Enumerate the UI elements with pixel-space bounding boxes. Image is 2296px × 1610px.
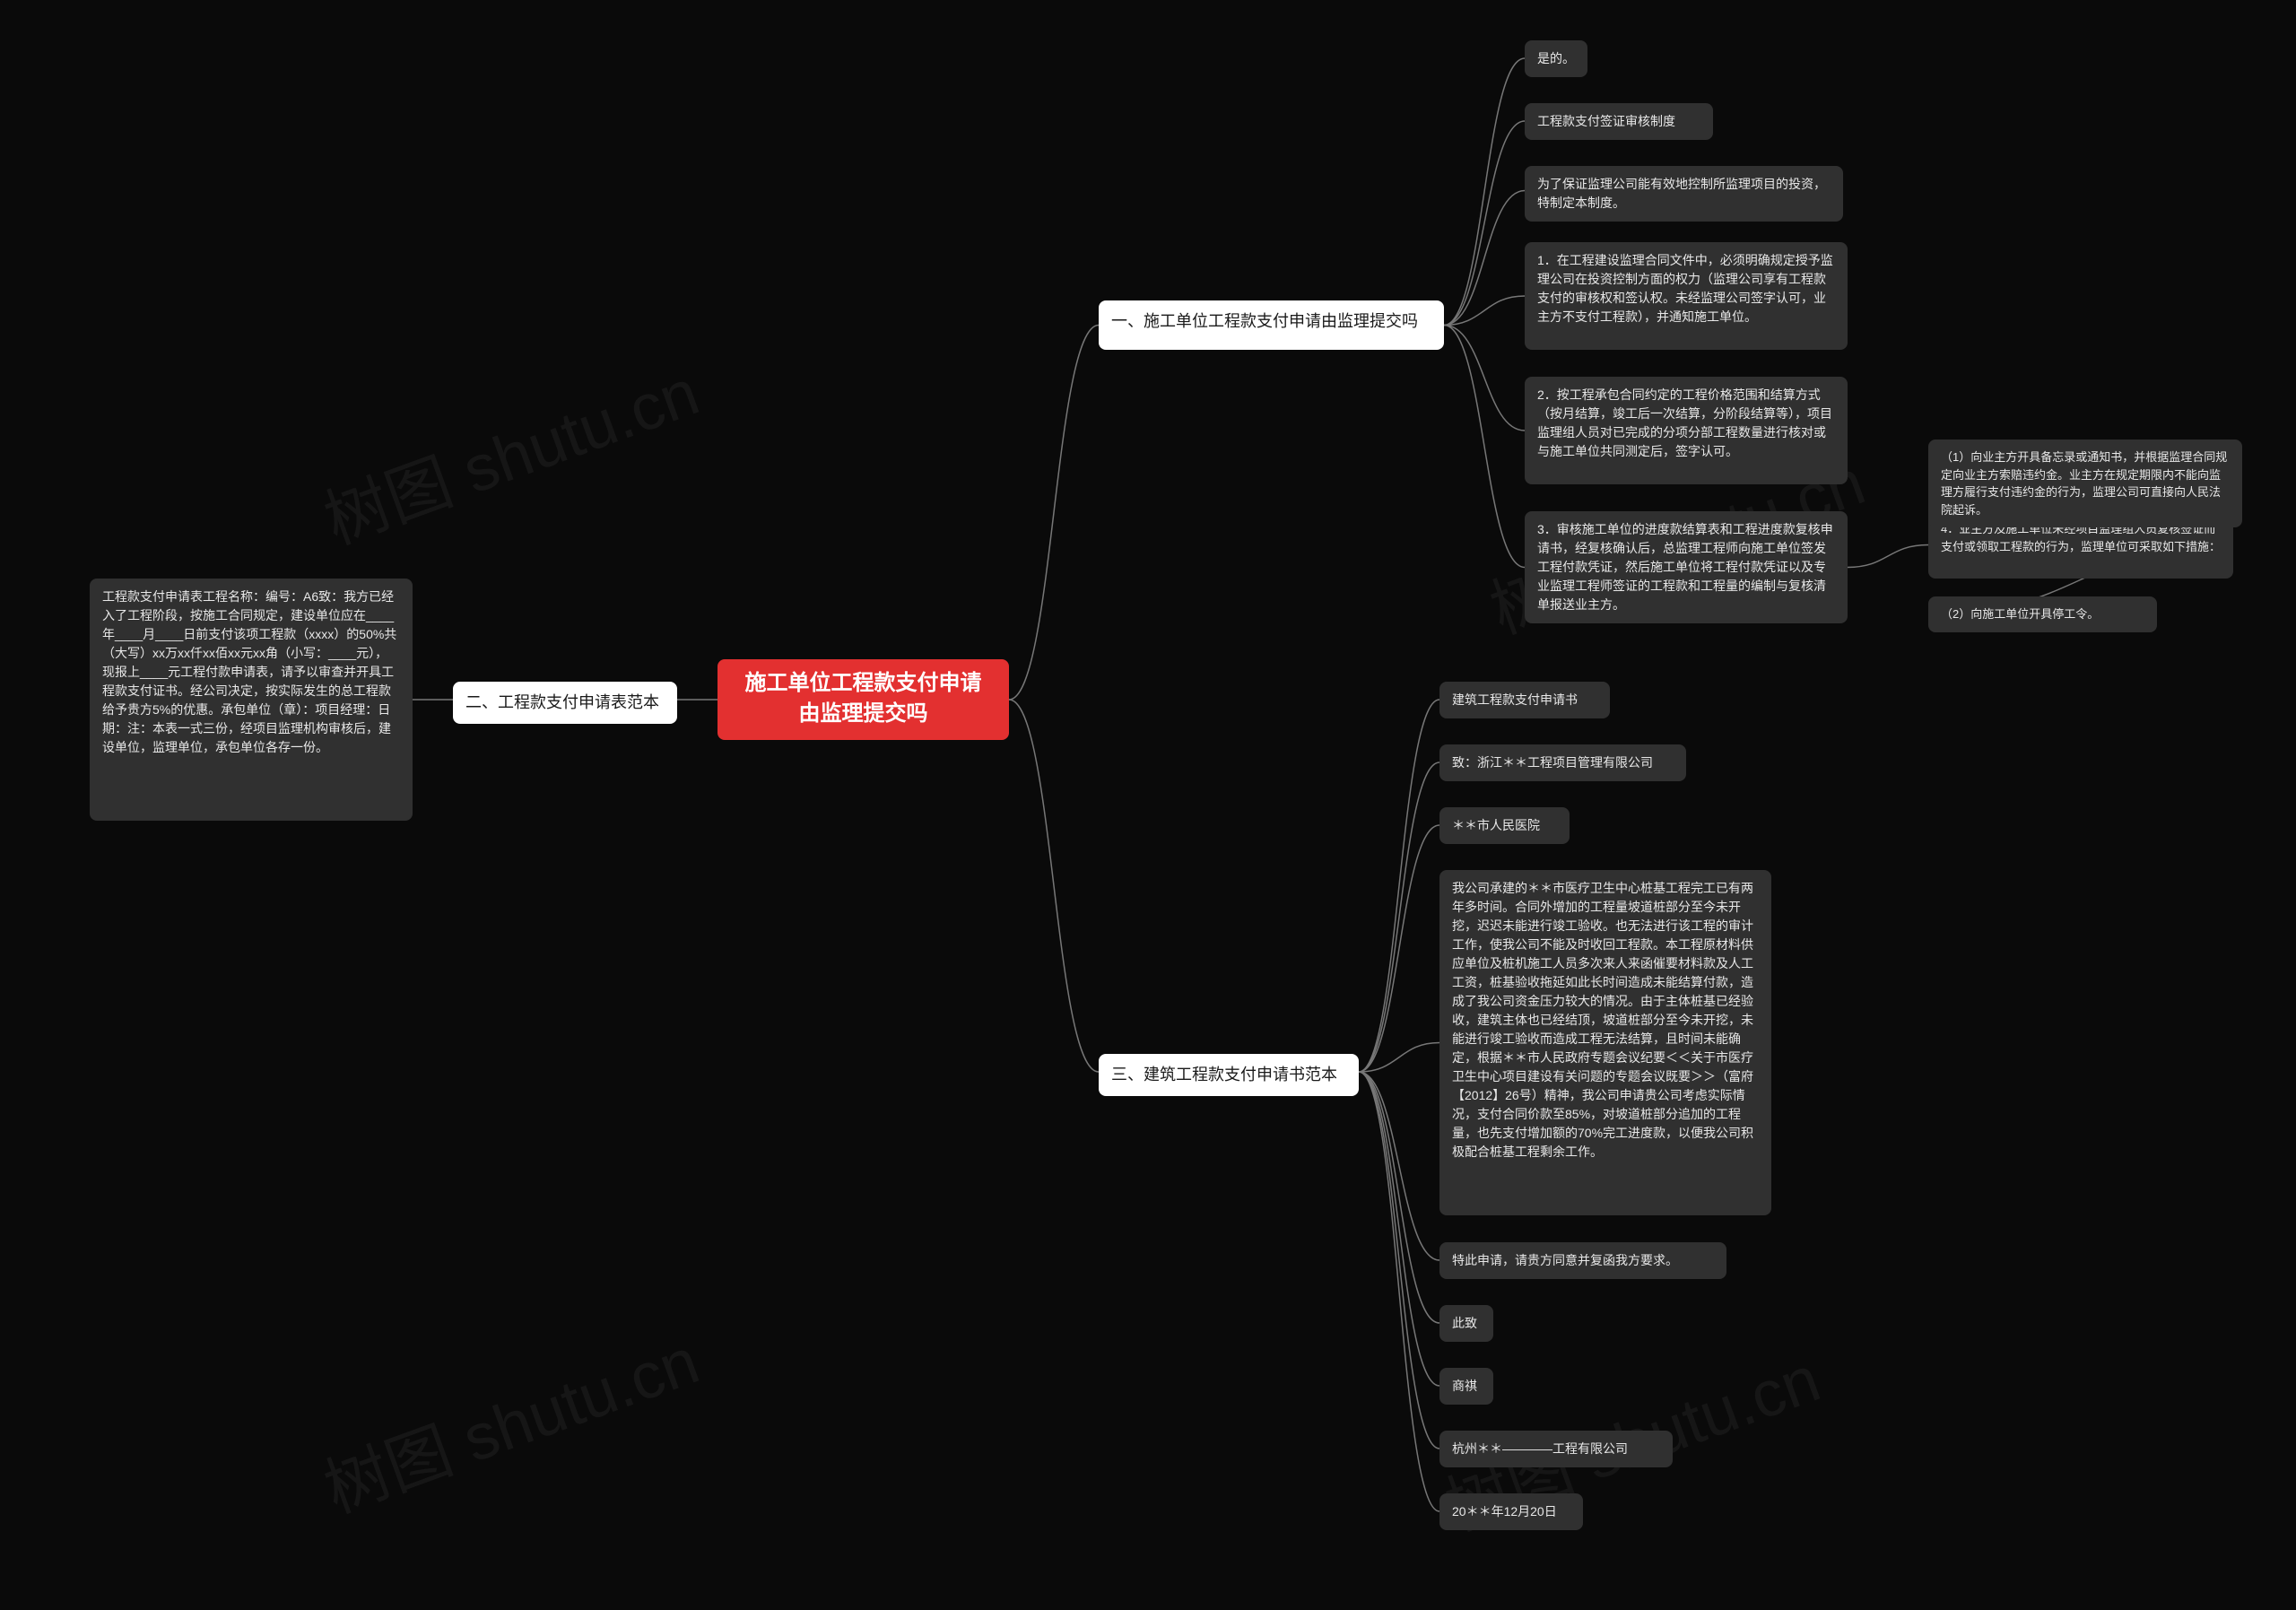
leaf-node[interactable]: 为了保证监理公司能有效地控制所监理项目的投资，特制定本制度。 [1525, 166, 1843, 222]
watermark-text: 树图 shutu.cn [309, 1309, 709, 1531]
leaf-node[interactable]: 20＊＊年12月20日 [1439, 1493, 1583, 1530]
mindmap-canvas: 树图 shutu.cn树图 shutu.cn树图 shutu.cn树图 shut… [0, 0, 2296, 1610]
watermark-text: 树图 shutu.cn [309, 340, 709, 562]
leaf-node[interactable]: （2）向施工单位开具停工令。 [1928, 596, 2157, 632]
leaf-node[interactable]: 杭州＊＊————工程有限公司 [1439, 1431, 1673, 1467]
leaf-node[interactable]: 此致 [1439, 1305, 1493, 1342]
leaf-node[interactable]: 我公司承建的＊＊市医疗卫生中心桩基工程完工已有两年多时间。合同外增加的工程量坡道… [1439, 870, 1771, 1215]
leaf-node[interactable]: 是的。 [1525, 40, 1587, 77]
leaf-node[interactable]: 1．在工程建设监理合同文件中，必须明确规定授予监理公司在投资控制方面的权力（监理… [1525, 242, 1848, 350]
branch-node[interactable]: 三、建筑工程款支付申请书范本 [1099, 1054, 1359, 1096]
leaf-node[interactable]: ＊＊市人民医院 [1439, 807, 1570, 844]
leaf-node[interactable]: 3．审核施工单位的进度款结算表和工程进度款复核申请书，经复核确认后，总监理工程师… [1525, 511, 1848, 623]
leaf-node[interactable]: 建筑工程款支付申请书 [1439, 682, 1610, 718]
branch-node[interactable]: 二、工程款支付申请表范本 [453, 682, 677, 724]
leaf-node[interactable]: 工程款支付申请表工程名称：编号：A6致：我方已经入了工程阶段，按施工合同规定，建… [90, 579, 413, 821]
leaf-node[interactable]: 商祺 [1439, 1368, 1493, 1405]
leaf-node[interactable]: 工程款支付签证审核制度 [1525, 103, 1713, 140]
leaf-node[interactable]: （1）向业主方开具备忘录或通知书，并根据监理合同规定向业主方索赔违约金。业主方在… [1928, 439, 2242, 527]
leaf-node[interactable]: 致：浙江＊＊工程项目管理有限公司 [1439, 744, 1686, 781]
leaf-node[interactable]: 2．按工程承包合同约定的工程价格范围和结算方式（按月结算，竣工后一次结算，分阶段… [1525, 377, 1848, 484]
root-node[interactable]: 施工单位工程款支付申请 由监理提交吗 [718, 659, 1009, 740]
branch-node[interactable]: 一、施工单位工程款支付申请由监理提交吗 [1099, 300, 1444, 350]
leaf-node[interactable]: 特此申请，请贵方同意并复函我方要求。 [1439, 1242, 1726, 1279]
